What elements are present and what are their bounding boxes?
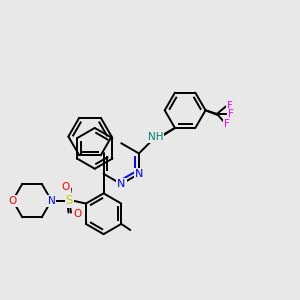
Text: F: F — [228, 109, 234, 119]
Text: NH: NH — [148, 132, 163, 142]
Text: N: N — [135, 169, 143, 179]
Text: N: N — [117, 179, 125, 189]
Text: S: S — [66, 194, 73, 207]
Text: F: F — [226, 101, 232, 111]
Text: N: N — [47, 196, 55, 206]
Text: O: O — [74, 209, 82, 219]
Text: O: O — [61, 182, 70, 192]
Text: F: F — [224, 119, 230, 129]
Text: O: O — [8, 196, 17, 206]
